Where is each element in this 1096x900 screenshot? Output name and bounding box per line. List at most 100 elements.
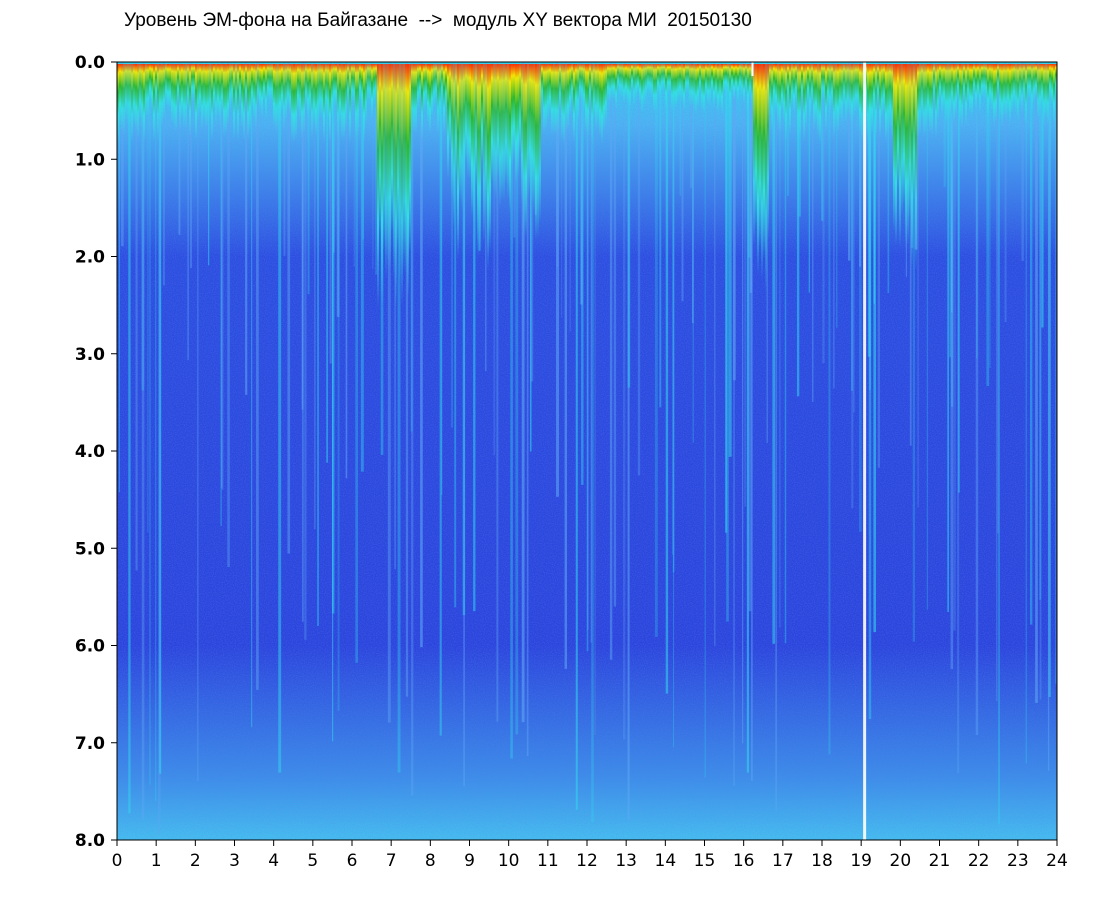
heatmap-top-column — [481, 64, 483, 162]
heatmap-top-column — [569, 64, 571, 116]
heatmap-top-column — [953, 64, 955, 124]
heatmap-top-column — [245, 64, 247, 105]
heatmap-streak — [828, 62, 831, 755]
heatmap-streak — [833, 62, 835, 389]
heatmap-streak — [530, 62, 532, 452]
heatmap-streak — [950, 62, 953, 313]
heatmap-top-column — [789, 64, 791, 135]
heatmap-top-column — [777, 64, 779, 127]
heatmap-top-column — [419, 64, 421, 101]
heatmap-top-column — [633, 64, 635, 106]
heatmap-top-column — [121, 64, 123, 133]
heatmap-top-column — [377, 64, 379, 309]
heatmap-streak — [197, 62, 199, 781]
heatmap-streak — [564, 62, 567, 669]
heatmap-top-column — [133, 64, 135, 125]
heatmap-top-column — [703, 64, 705, 114]
y-tick-label: 7.0 — [75, 734, 105, 754]
heatmap-top-column — [231, 64, 233, 104]
heatmap-streak — [909, 62, 912, 446]
x-tick-label: 3 — [229, 851, 240, 871]
heatmap-streak — [336, 62, 340, 317]
heatmap-top-column — [597, 64, 599, 127]
heatmap-top-column — [487, 64, 489, 271]
heatmap-top-column — [455, 64, 457, 178]
heatmap-top-column — [207, 64, 209, 126]
heatmap-top-column — [725, 64, 727, 91]
heatmap-top-column — [135, 64, 137, 131]
heatmap-streak — [307, 62, 310, 295]
heatmap-streak — [725, 62, 728, 533]
heatmap-streak — [748, 62, 752, 258]
heatmap-top-column — [653, 64, 655, 113]
heatmap-top-column — [515, 64, 517, 185]
heatmap-top-column — [841, 64, 843, 124]
heatmap-streak — [162, 62, 165, 286]
heatmap-streak — [704, 62, 706, 778]
y-tick-label: 4.0 — [75, 442, 105, 462]
heatmap-top-column — [821, 64, 823, 101]
heatmap-top-column — [785, 64, 787, 142]
heatmap-streak — [689, 62, 693, 189]
heatmap-top-column — [937, 64, 939, 121]
heatmap-top-column — [395, 64, 397, 309]
heatmap-top-column — [117, 64, 119, 143]
heatmap-streak — [353, 62, 355, 267]
heatmap-streak — [679, 62, 682, 196]
heatmap-streak — [521, 62, 525, 723]
heatmap-streak — [622, 62, 626, 740]
heatmap-streak — [256, 62, 259, 690]
heatmap-streak — [947, 62, 949, 612]
heatmap-top-column — [685, 64, 687, 94]
heatmap-top-column — [143, 64, 145, 143]
heatmap-top-column — [535, 64, 537, 240]
heatmap-top-column — [995, 64, 997, 122]
x-tick-label: 2 — [190, 851, 201, 871]
heatmap-top-column — [867, 64, 869, 142]
heatmap-top-column — [643, 64, 645, 106]
heatmap-streak — [314, 62, 316, 530]
heatmap-streak — [859, 62, 862, 532]
heatmap-top-column — [957, 64, 959, 98]
heatmap-streak — [360, 62, 364, 472]
heatmap-top-column — [189, 64, 191, 137]
heatmap-top-column — [441, 64, 443, 101]
heatmap-top-column — [553, 64, 555, 134]
heatmap-top-column — [475, 64, 477, 187]
heatmap-top-column — [599, 64, 601, 137]
heatmap-top-column — [289, 64, 291, 116]
heatmap-top-column — [851, 64, 853, 126]
x-tick-label: 21 — [929, 851, 951, 871]
heatmap-top-column — [1039, 64, 1041, 116]
heatmap-streak — [128, 62, 131, 814]
heatmap-streak — [141, 62, 145, 391]
x-tick-label: 15 — [694, 851, 716, 871]
heatmap-top-column — [965, 64, 967, 126]
heatmap-top-column — [601, 64, 603, 144]
heatmap-streak — [221, 62, 224, 490]
heatmap-top-column — [799, 64, 801, 138]
x-axis: 0 1 2 3 4 5 6 7 8 9 10 11 12 13 14 15 16 17 18 19 20 21 22 23 24 — [112, 840, 1068, 871]
heatmap-top-column — [873, 64, 875, 111]
heatmap-top-column — [483, 64, 485, 243]
heatmap-streak — [732, 62, 736, 381]
heatmap-top-column — [393, 64, 395, 283]
heatmap-top-column — [253, 64, 255, 120]
heatmap-streak — [976, 62, 978, 359]
heatmap-top-column — [989, 64, 991, 106]
heatmap-top-column — [635, 64, 637, 99]
heatmap-top-column — [307, 64, 309, 119]
heatmap-top-column — [753, 64, 755, 246]
heatmap-streak — [681, 62, 684, 302]
heatmap-top-column — [369, 64, 371, 103]
heatmap-top-column — [211, 64, 213, 141]
heatmap-top-column — [209, 64, 211, 120]
heatmap-streak — [149, 62, 151, 785]
heatmap-top-column — [545, 64, 547, 130]
heatmap-streak — [575, 62, 578, 810]
heatmap-streak — [1055, 62, 1057, 684]
heatmap-streak — [326, 62, 329, 463]
heatmap-top-column — [891, 64, 893, 138]
heatmap-top-column — [221, 64, 223, 114]
heatmap-top-column — [325, 64, 327, 116]
